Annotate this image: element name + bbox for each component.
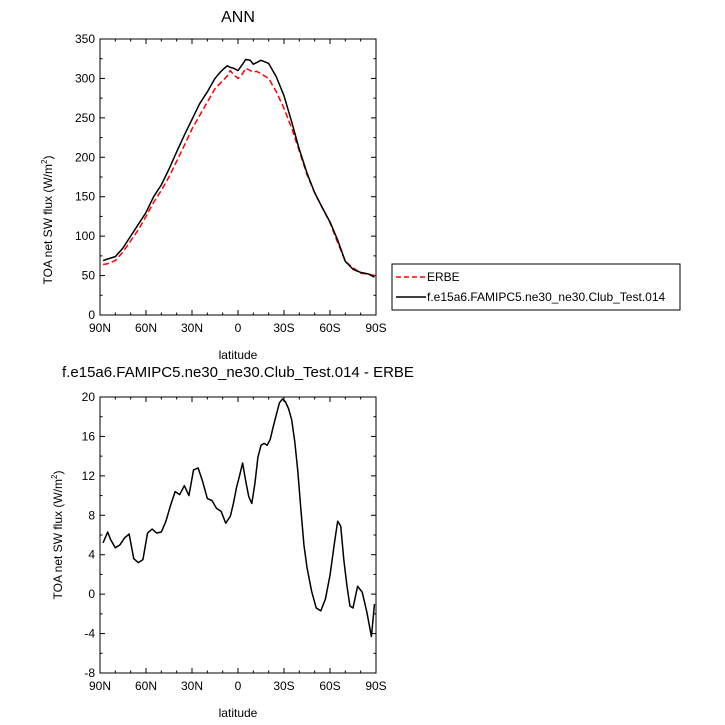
y-axis-label-close: ): [41, 156, 55, 160]
x-tick-label: 90N: [89, 321, 111, 335]
bottom-panel: f.e15a6.FAMIPC5.ne30_ne30.Club_Test.014 …: [50, 364, 414, 720]
x-tick-labels: 90N 60N 30N 0 30S 60S 90S: [89, 321, 387, 335]
series-lines: [102, 398, 376, 638]
x-tick-label: 30N: [181, 321, 203, 335]
plot-frame: [99, 396, 377, 674]
y-tick-label: 0: [88, 587, 95, 601]
y-tick-label: 12: [82, 469, 96, 483]
y-tick-label: 4: [88, 548, 95, 562]
y-tick-label: 8: [88, 508, 95, 522]
y-axis-label-main: TOA net SW flux (W/m: [51, 479, 65, 599]
y-axis-label-difference: TOA net SW flux (W/m2): [50, 471, 65, 600]
chart-title-difference: f.e15a6.FAMIPC5.ne30_ne30.Club_Test.014 …: [62, 364, 414, 381]
y-tick-label: 100: [75, 229, 95, 243]
x-tick-label: 60N: [135, 679, 157, 693]
y-tick-label: 0: [88, 308, 95, 322]
chart-title: ANN: [221, 9, 255, 26]
y-tick-label: 200: [75, 150, 95, 164]
x-tick-labels: 90N 60N 30N 0 30S 60S 90S: [89, 679, 387, 693]
y-tick-label: 350: [75, 32, 95, 46]
y-tick-label: 50: [82, 269, 96, 283]
axis-ticks: [99, 38, 377, 316]
y-tick-label: 150: [75, 190, 95, 204]
x-tick-label: 0: [235, 679, 242, 693]
x-tick-label: 30N: [181, 679, 203, 693]
x-tick-label: 90S: [365, 321, 386, 335]
y-tick-label: 300: [75, 71, 95, 85]
legend-label-erbe: ERBE: [427, 270, 460, 284]
y-axis-label: TOA net SW flux (W/m2): [40, 156, 55, 285]
plot-frame: [99, 38, 377, 316]
y-axis-label-main: TOA net SW flux (W/m: [41, 164, 55, 284]
series-lines: [102, 58, 375, 278]
y-axis-label-superscript: 2: [50, 474, 59, 479]
series-line-erbe: [102, 67, 375, 277]
series-line-difference: [102, 398, 376, 638]
y-tick-label: 16: [82, 429, 96, 443]
y-tick-labels: 0 50 100 150 200 250 300 350: [75, 32, 95, 322]
x-axis-label: latitude: [219, 348, 258, 362]
x-tick-label: 30S: [273, 679, 294, 693]
x-tick-label: 90S: [365, 679, 386, 693]
y-tick-label: 250: [75, 111, 95, 125]
y-tick-labels: -8 -4 0 4 8 12 16 20: [82, 390, 96, 680]
x-tick-label: 60S: [319, 321, 340, 335]
y-tick-label: 20: [82, 390, 96, 404]
y-tick-label: -8: [84, 666, 95, 680]
top-panel: ANN TOA net SW flux (W/m2) latitude 90N 6…: [40, 9, 387, 362]
x-tick-label: 90N: [89, 679, 111, 693]
y-axis-label-superscript: 2: [40, 159, 49, 164]
legend-box: [391, 263, 681, 311]
x-tick-label: 0: [235, 321, 242, 335]
y-tick-label: -4: [84, 627, 95, 641]
x-tick-label: 30S: [273, 321, 294, 335]
legend-label-model: f.e15a6.FAMIPC5.ne30_ne30.Club_Test.014: [427, 290, 665, 304]
x-axis-label-difference: latitude: [219, 706, 258, 720]
y-axis-label-close: ): [51, 471, 65, 475]
series-line-f-e15a6-famipc5-ne30-ne30-club-test-014: [102, 58, 375, 278]
legend: ERBE f.e15a6.FAMIPC5.ne30_ne30.Club_Test…: [391, 263, 681, 311]
axis-ticks: [99, 396, 377, 674]
x-tick-label: 60S: [319, 679, 340, 693]
x-tick-label: 60N: [135, 321, 157, 335]
